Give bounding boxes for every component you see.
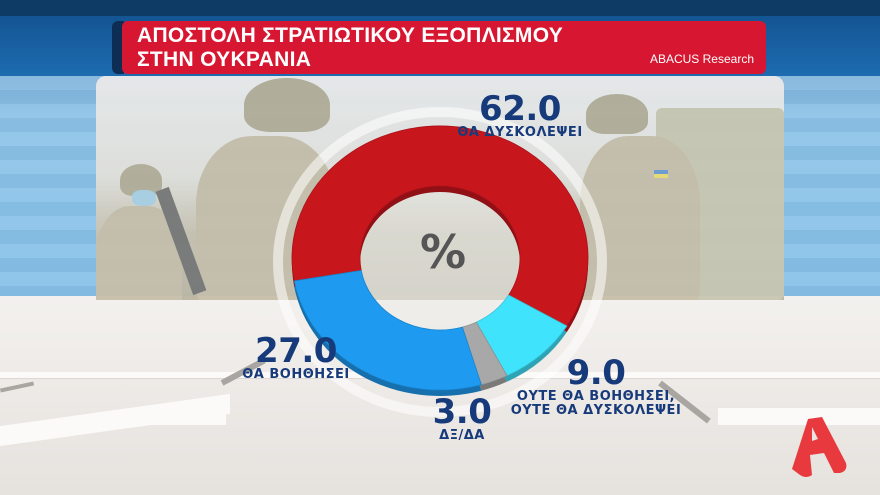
title-line-2: ΣΤΗΝ ΟΥΚΡΑΝΙΑ [137,48,312,71]
title-banner [122,21,766,74]
donut-halo [273,107,607,417]
helmet-right [586,94,648,134]
label-hinder: 62.0 ΘΑ ΔΥΣΚΟΛΕΨΕΙ [445,92,595,140]
donut-center [360,184,520,332]
slice-help [293,270,482,391]
floor-ledge-right [718,408,880,425]
slice-hinder [291,125,589,327]
logo-shape [792,417,847,477]
helmet-center [244,78,330,132]
caption-dk: ΔΞ/ΔΑ [439,428,485,443]
caption-neither-1: ΟΥΤΕ ΘΑ ΒΟΗΘΗΣΕΙ, [516,389,676,404]
alpha-tv-logo [792,417,847,477]
source-label: ABACUS Research [649,52,754,66]
caption-neither-2: ΟΥΤΕ ΘΑ ΔΥΣΚΟΛΕΨΕΙ [510,403,682,418]
percent-symbol: % [420,225,466,279]
ukraine-flag-patch [654,170,668,178]
label-dk: 3.0 ΔΞ/ΔΑ [412,395,512,443]
label-neither: 9.0 ΟΥΤΕ ΘΑ ΒΟΗΘΗΣΕΙ, ΟΥΤΕ ΘΑ ΔΥΣΚΟΛΕΨΕΙ [496,356,696,418]
value-neither: 9.0 [566,353,626,393]
title-line-1: ΑΠΟΣΤΟΛΗ ΣΤΡΑΤΙΩΤΙΚΟΥ ΕΞΟΠΛΙΣΜΟΥ [137,24,564,47]
top-bar [0,0,880,16]
floor-ledge-left-top [138,408,226,425]
caption-help: ΘΑ ΒΟΗΘΗΣΕΙ [242,367,350,382]
donut-slices [291,125,589,397]
value-dk: 3.0 [432,392,492,432]
page-title: ΑΠΟΣΤΟΛΗ ΣΤΡΑΤΙΩΤΙΚΟΥ ΕΞΟΠΛΙΣΜΟΥ ΣΤΗΝ ΟΥ… [137,24,563,72]
value-help: 27.0 [255,331,337,371]
caption-hinder: ΘΑ ΔΥΣΚΟΛΕΨΕΙ [457,125,583,140]
label-help: 27.0 ΘΑ ΒΟΗΘΗΣΕΙ [216,334,376,382]
mask-left [132,190,156,206]
title-accent [112,21,124,74]
value-hinder: 62.0 [479,89,561,129]
